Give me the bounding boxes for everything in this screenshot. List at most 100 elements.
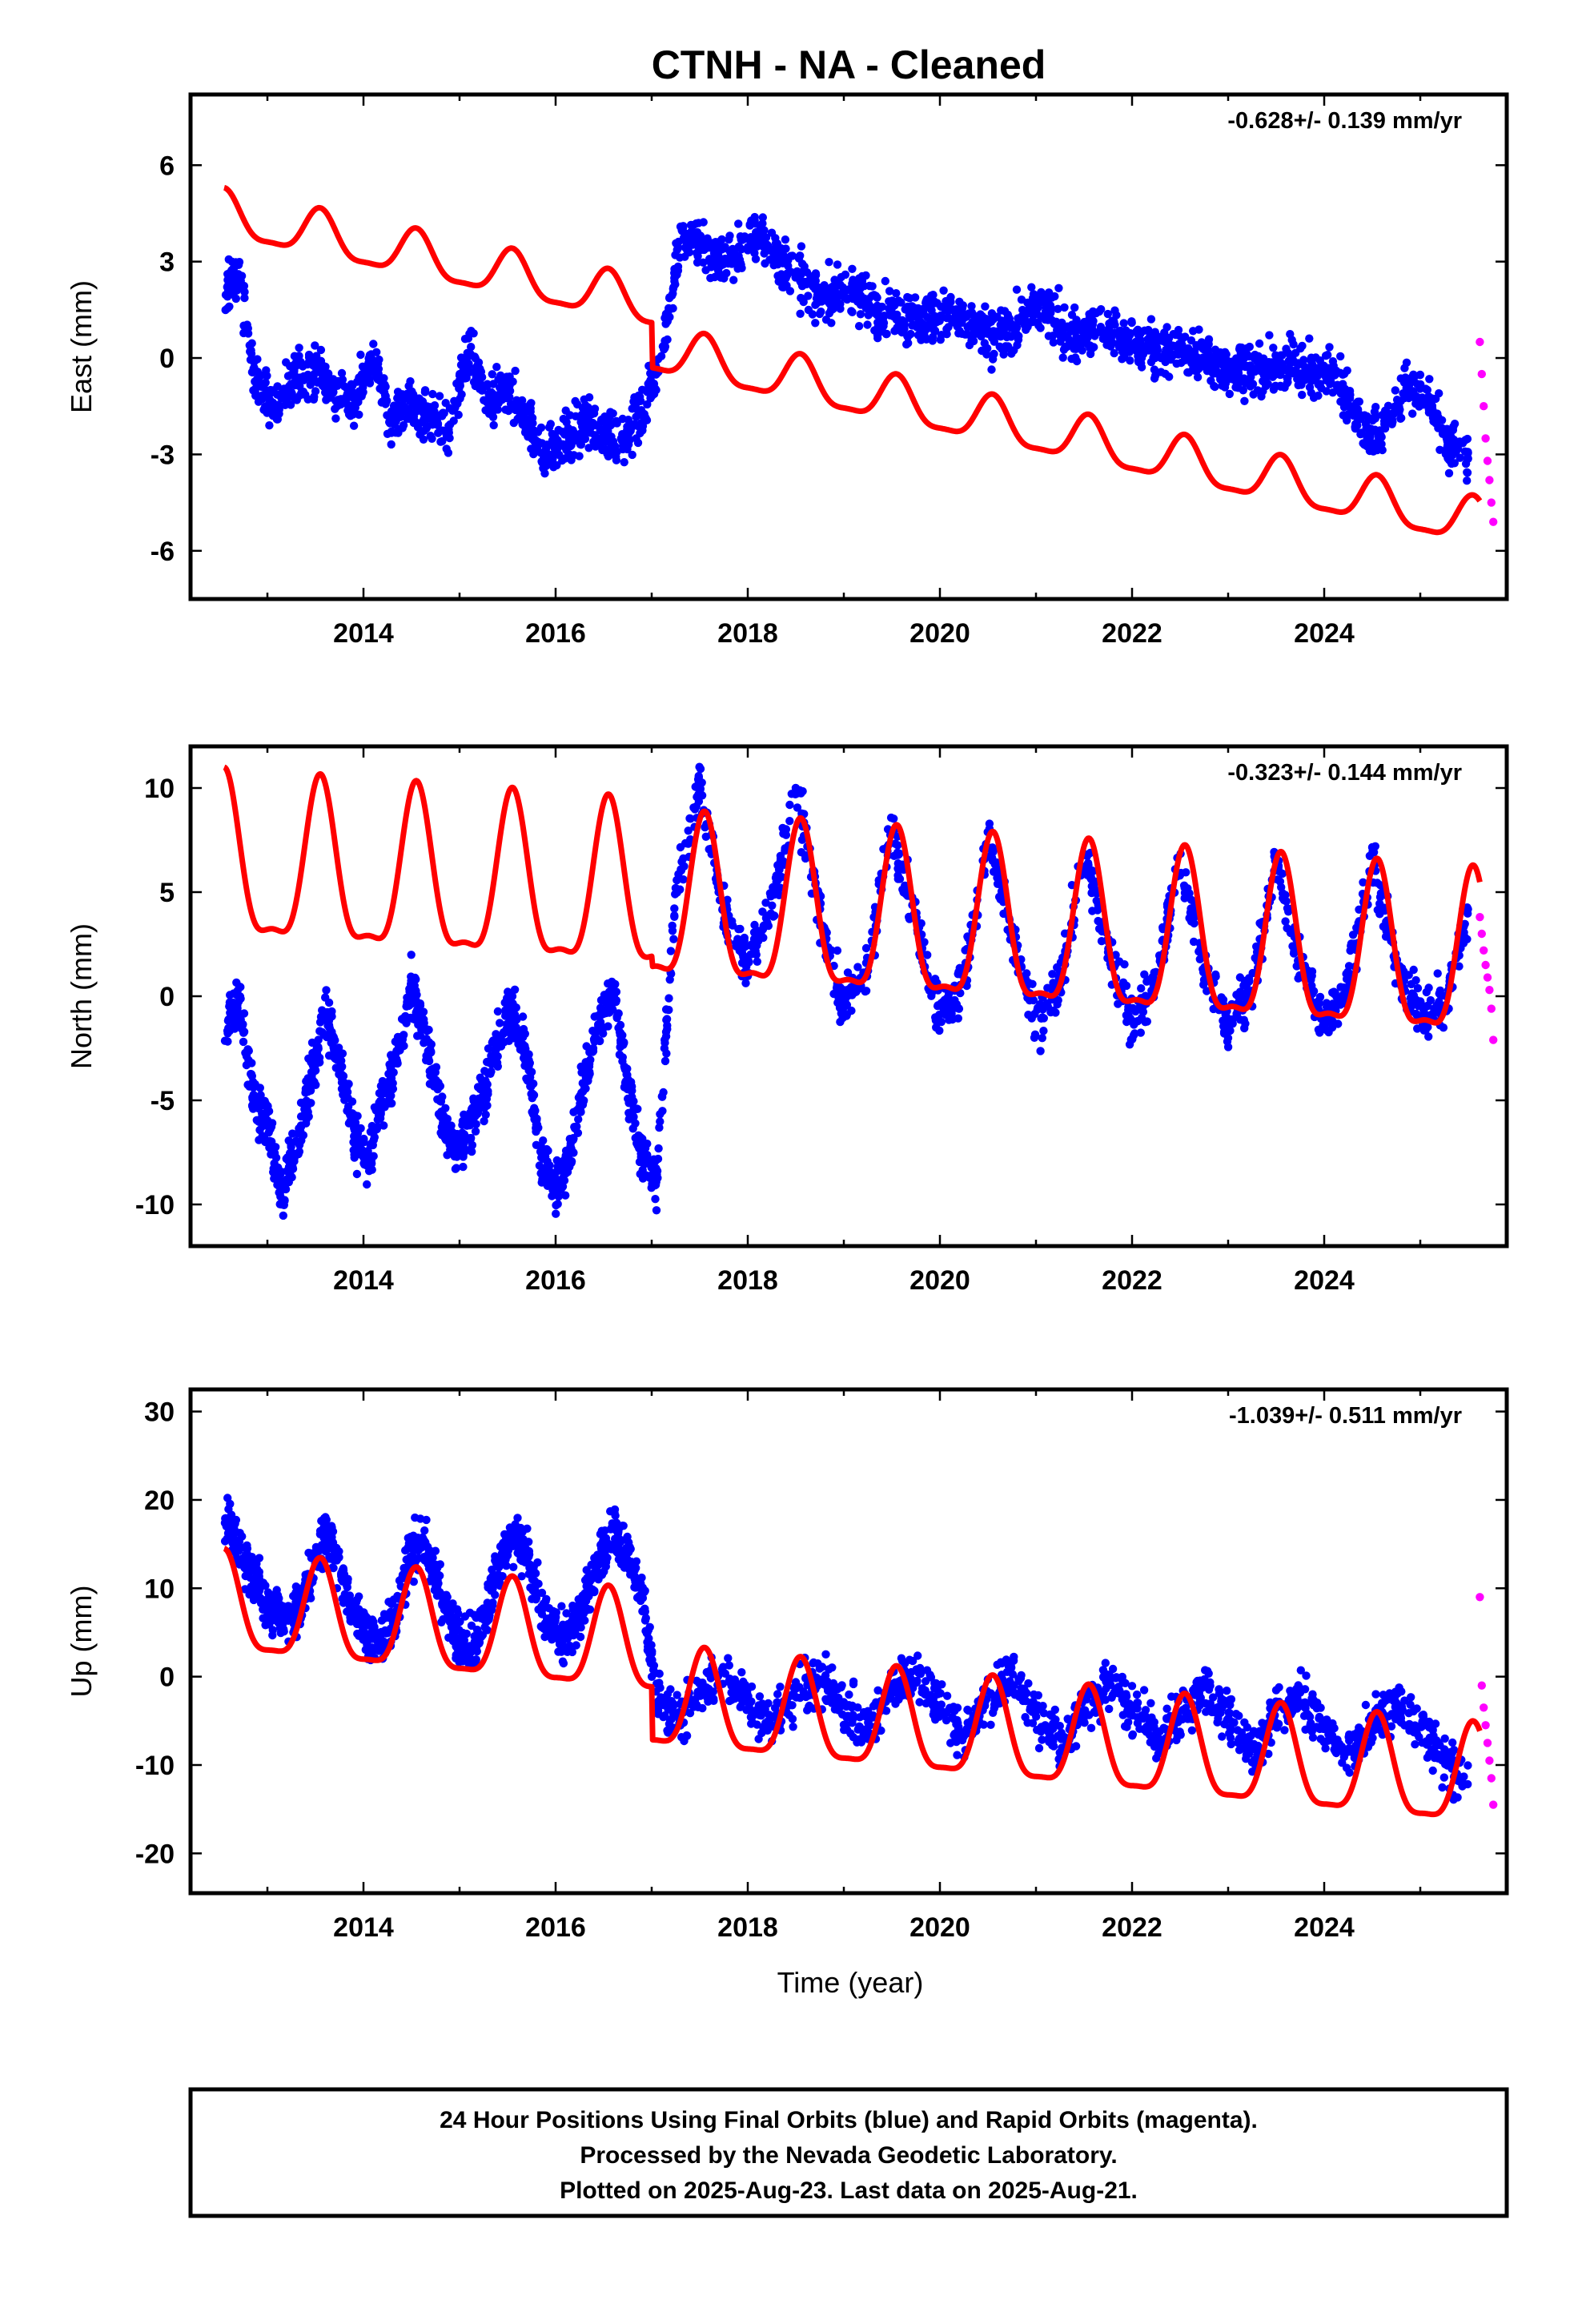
north-final-orbit-point [631, 1133, 640, 1143]
north-final-orbit-point [570, 1123, 579, 1132]
east-final-orbit-point [1071, 353, 1080, 362]
north-final-orbit-point [1277, 883, 1286, 892]
east-final-orbit-point [797, 277, 805, 286]
east-final-orbit-point [686, 231, 696, 239]
east-final-orbit-point [355, 410, 363, 419]
east-final-orbit-point [1268, 372, 1277, 381]
north-final-orbit-point [525, 1059, 534, 1068]
east-final-orbit-point [333, 381, 342, 390]
east-final-orbit-point [1054, 283, 1063, 292]
east-final-orbit-point [908, 321, 917, 330]
north-final-orbit-point [941, 1010, 950, 1019]
east-final-orbit-point [1078, 346, 1086, 355]
north-final-orbit-point [1033, 1005, 1042, 1015]
north-final-orbit-point [1282, 897, 1291, 906]
east-final-orbit-point [1283, 366, 1293, 376]
north-rapid-orbit-point [1480, 946, 1488, 955]
north-final-orbit-point [335, 1062, 344, 1071]
east-final-orbit-point [1146, 332, 1154, 340]
north-plot-area [220, 762, 1498, 1220]
east-final-orbit-point [1444, 468, 1454, 478]
east-x-tick-label: 2014 [333, 618, 394, 649]
east-final-orbit-point [612, 456, 621, 464]
north-final-orbit-point [632, 1104, 641, 1113]
east-final-orbit-point [544, 423, 554, 432]
east-final-orbit-point [505, 381, 514, 390]
north-final-orbit-point [324, 998, 334, 1007]
north-final-orbit-point [590, 1012, 599, 1021]
east-final-orbit-points [221, 212, 1472, 485]
north-final-orbit-point [661, 1056, 670, 1066]
east-final-orbit-point [1102, 328, 1111, 337]
east-final-orbit-point [997, 306, 1006, 315]
east-final-orbit-point [861, 304, 870, 312]
east-final-orbit-point [1255, 339, 1264, 348]
east-final-orbit-point [929, 291, 938, 300]
north-rapid-orbit-points [1476, 913, 1498, 1044]
north-final-orbit-point [1203, 987, 1211, 995]
east-final-orbit-point [356, 350, 365, 360]
north-final-orbit-point [264, 1107, 274, 1116]
north-final-orbit-point [408, 993, 416, 1002]
east-final-orbit-point [1004, 331, 1013, 340]
east-final-orbit-point [601, 424, 610, 433]
north-final-orbit-point [304, 1112, 313, 1121]
east-final-orbit-point [735, 259, 744, 269]
north-final-orbit-point [411, 973, 420, 983]
east-final-orbit-point [1456, 453, 1464, 462]
north-final-orbit-point [985, 819, 994, 828]
east-final-orbit-point [257, 371, 266, 380]
north-final-orbit-point [1345, 969, 1354, 978]
north-final-orbit-point [1329, 987, 1339, 996]
north-final-orbit-point [1190, 912, 1199, 922]
east-final-orbit-point [717, 235, 726, 244]
east-final-orbit-point [1415, 384, 1424, 393]
north-final-orbit-point [283, 1178, 291, 1188]
east-rapid-orbit-point [1477, 369, 1487, 379]
east-final-orbit-point [1027, 283, 1036, 292]
east-final-orbit-point [1415, 395, 1424, 404]
east-final-orbit-point [1272, 353, 1281, 363]
north-final-orbit-point [753, 957, 761, 967]
east-final-orbit-point [937, 331, 946, 340]
east-final-orbit-point [372, 348, 381, 356]
north-final-orbit-point [676, 885, 685, 894]
north-final-orbit-point [1409, 965, 1418, 975]
east-final-orbit-point [320, 364, 329, 373]
north-final-orbit-point [540, 1154, 548, 1164]
north-final-orbit-point [658, 1092, 667, 1101]
east-final-orbit-point [1458, 439, 1468, 448]
east-final-orbit-point [417, 403, 426, 412]
north-rapid-orbit-point [1483, 973, 1492, 982]
east-final-orbit-point [638, 426, 647, 435]
north-final-orbit-point [1242, 978, 1251, 987]
north-final-orbit-point [1328, 1018, 1338, 1027]
east-final-orbit-point [930, 296, 938, 306]
north-final-orbit-point [385, 1060, 394, 1069]
east-final-orbit-point [1195, 354, 1205, 363]
north-final-orbit-point [552, 1209, 560, 1218]
east-final-orbit-point [531, 444, 540, 453]
north-final-orbit-point [696, 784, 705, 794]
east-final-orbit-point [419, 435, 428, 444]
north-final-orbit-point [239, 1009, 249, 1018]
east-final-orbit-point [785, 287, 795, 296]
east-final-orbit-point [797, 242, 806, 251]
north-final-orbit-point [1039, 1027, 1048, 1035]
east-final-orbit-point [1361, 420, 1371, 428]
east-final-orbit-point [1269, 385, 1279, 394]
north-final-orbit-point [1082, 851, 1092, 861]
north-final-orbit-point [638, 1134, 647, 1144]
north-final-orbit-point [1273, 875, 1282, 884]
east-final-orbit-point [1225, 389, 1235, 399]
east-final-orbit-point [836, 281, 845, 290]
east-final-orbit-point [239, 328, 248, 338]
north-final-orbit-point [518, 1012, 528, 1021]
east-final-orbit-point [697, 232, 705, 242]
east-final-orbit-point [428, 389, 437, 399]
east-final-orbit-point [509, 418, 518, 428]
east-rapid-orbit-point [1481, 434, 1490, 443]
east-final-orbit-point [811, 271, 821, 279]
east-final-orbit-point [488, 370, 496, 379]
east-final-orbit-point [1269, 344, 1278, 352]
